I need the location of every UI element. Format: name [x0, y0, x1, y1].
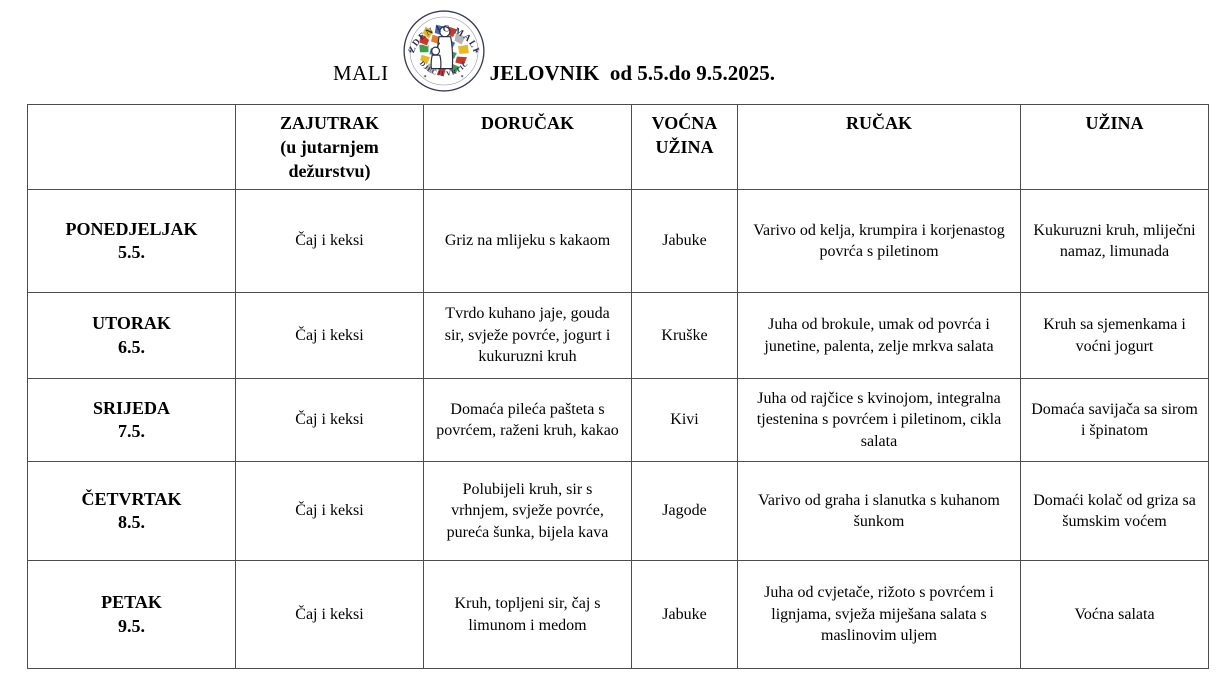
cell-vocna-uzina: Kivi — [631, 378, 738, 462]
header-uzina: UŽINA — [1020, 104, 1209, 190]
cell-zajutrak: Čaj i keksi — [235, 560, 424, 669]
logo-star-bottom-right-icon: ✶ — [460, 74, 464, 80]
cell-uzina: Voćna salata — [1020, 560, 1209, 669]
header-rucak: RUČAK — [737, 104, 1021, 190]
cell-dorucak: Polubijeli kruh, sir s vrhnjem, svježe p… — [423, 461, 632, 561]
cell-vocna-uzina: Jagode — [631, 461, 738, 561]
page-title: JELOVNIK od 5.5.do 9.5.2025. — [489, 61, 775, 85]
day-name: PETAK — [101, 592, 162, 613]
table-row-thursday: ČETVRTAK 8.5. Čaj i keksi Polubijeli kru… — [27, 461, 1209, 561]
day-name: SRIJEDA — [92, 397, 171, 418]
cell-rucak: Juha od brokule, umak od povrća i juneti… — [737, 292, 1021, 379]
cell-uzina: Domaća savijača sa sirom i špinatom — [1020, 378, 1209, 462]
cell-uzina: Kruh sa sjemenkama i voćni jogurt — [1020, 292, 1209, 379]
logo-star-bottom-left-icon: ✶ — [423, 74, 427, 80]
document-header: MALI — [333, 8, 1230, 93]
cell-vocna-uzina: Jabuke — [631, 560, 738, 669]
table-row-wednesday: SRIJEDA 7.5. Čaj i keksi Domaća pileća p… — [27, 378, 1209, 462]
day-name: UTORAK — [92, 313, 171, 334]
day-date: 6.5. — [118, 336, 145, 357]
day-name: ČETVRTAK — [81, 488, 182, 509]
day-date: 5.5. — [118, 242, 145, 262]
day-cell: PETAK 9.5. — [27, 560, 236, 669]
day-date: 7.5. — [118, 421, 145, 441]
header-row: ZAJUTRAK (u jutarnjem dežurstvu) DORUČAK… — [27, 104, 1209, 190]
table-row-friday: PETAK 9.5. Čaj i keksi Kruh, topljeni si… — [27, 560, 1209, 669]
cell-rucak: Juha od cvjetače, rižoto s povrćem i lig… — [737, 560, 1021, 669]
table-row-monday: PONEDJELJAK 5.5. Čaj i keksi Griz na mli… — [27, 189, 1209, 293]
cell-dorucak: Domaća pileća pašteta s povrćem, raženi … — [423, 378, 632, 462]
kindergarten-logo: ZDENAC MALI DJEČJI VRTIĆ ✶ ✶ ✶ ✶ — [402, 9, 486, 93]
kindergarten-logo-emblem: ZDENAC MALI DJEČJI VRTIĆ ✶ ✶ ✶ ✶ — [403, 10, 485, 92]
day-cell: UTORAK 6.5. — [27, 292, 236, 379]
logo-star-left-icon: ✶ — [408, 49, 413, 56]
cell-rucak: Varivo od kelja, krumpira i korjenastog … — [737, 189, 1021, 293]
cell-zajutrak: Čaj i keksi — [235, 378, 424, 462]
cell-uzina: Kukuruzni kruh, mliječni namaz, limunada — [1020, 189, 1209, 293]
logo-figure — [430, 26, 453, 70]
header-vocna-uzina: VOĆNA UŽINA — [631, 104, 738, 190]
cell-vocna-uzina: Kruške — [631, 292, 738, 379]
cell-dorucak: Griz na mlijeku s kakaom — [423, 189, 632, 293]
group-name: MALI — [333, 61, 389, 85]
cell-rucak: Juha od rajčice s kvinojom, integralna t… — [737, 378, 1021, 462]
cell-uzina: Domaći kolač od griza sa šumskim voćem — [1020, 461, 1209, 561]
menu-table: ZAJUTRAK (u jutarnjem dežurstvu) DORUČAK… — [27, 104, 1209, 669]
day-cell: PONEDJELJAK 5.5. — [27, 189, 236, 293]
day-date: 9.5. — [118, 615, 145, 636]
table-row-tuesday: UTORAK 6.5. Čaj i keksi Tvrdo kuhano jaj… — [27, 292, 1209, 379]
day-cell: SRIJEDA 7.5. — [27, 378, 236, 462]
cell-vocna-uzina: Jabuke — [631, 189, 738, 293]
day-name: PONEDJELJAK — [65, 218, 198, 239]
header-day — [27, 104, 236, 190]
logo-star-right-icon: ✶ — [474, 49, 479, 56]
header-zajutrak: ZAJUTRAK (u jutarnjem dežurstvu) — [235, 104, 424, 190]
header-dorucak: DORUČAK — [423, 104, 632, 190]
cell-zajutrak: Čaj i keksi — [235, 292, 424, 379]
cell-dorucak: Tvrdo kuhano jaje, gouda sir, svježe pov… — [423, 292, 632, 379]
header-zajutrak-sub: (u jutarnjem dežurstvu) — [280, 136, 379, 181]
cell-dorucak: Kruh, topljeni sir, čaj s limunom i medo… — [423, 560, 632, 669]
cell-zajutrak: Čaj i keksi — [235, 461, 424, 561]
day-date: 8.5. — [118, 512, 145, 532]
header-zajutrak-label: ZAJUTRAK — [279, 113, 379, 133]
day-cell: ČETVRTAK 8.5. — [27, 461, 236, 561]
cell-rucak: Varivo od graha i slanutka s kuhanom šun… — [737, 461, 1021, 561]
cell-zajutrak: Čaj i keksi — [235, 189, 424, 293]
